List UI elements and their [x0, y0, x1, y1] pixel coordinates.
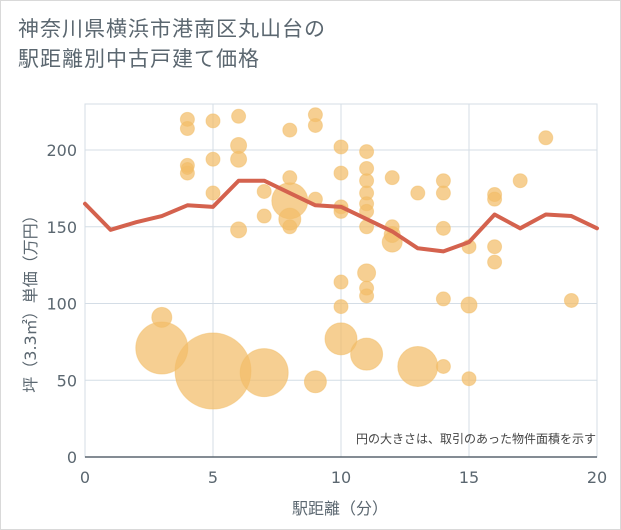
bubble-point [333, 299, 349, 315]
chart-title: 神奈川県横浜市港南区丸山台の 駅距離別中古戸建て価格 [18, 14, 326, 74]
bubble-point [179, 121, 195, 137]
bubble-point [239, 348, 289, 398]
x-tick-label: 15 [459, 468, 479, 487]
bubble-point [487, 239, 503, 255]
bubble-point [205, 151, 221, 167]
bubble-point [397, 345, 439, 387]
bubble-point [333, 139, 349, 155]
chart-title-line1: 神奈川県横浜市港南区丸山台の [18, 17, 326, 41]
bubble-point [333, 274, 349, 290]
bubble-point [230, 221, 248, 239]
y-tick-label: 50 [57, 371, 77, 390]
bubble-point [410, 185, 426, 201]
bubble-point [180, 161, 194, 175]
bubble-point [359, 144, 375, 160]
bubble-point [231, 108, 247, 124]
bubble-point [151, 306, 173, 328]
bubble-point [487, 254, 503, 270]
bubble-point [205, 113, 221, 129]
bubble-point [135, 321, 189, 375]
bubble-point [256, 183, 272, 199]
y-axis-title: 坪（3.3㎡）単価（万円） [21, 207, 40, 392]
line-series [83, 178, 599, 254]
chart-title-line2: 駅距離別中古戸建て価格 [18, 47, 260, 71]
bubble-point [359, 288, 375, 304]
bubble-point [384, 170, 400, 186]
y-tick-label: 100 [46, 295, 77, 314]
bubble-point [333, 165, 349, 181]
bubble-point [282, 219, 298, 235]
bubble-point [303, 370, 327, 394]
x-tick-label: 20 [587, 468, 607, 487]
bubble-point [256, 208, 272, 224]
x-tick-label: 10 [331, 468, 351, 487]
bubble-point [357, 263, 377, 283]
bubble-point [487, 191, 503, 207]
bubble-point [538, 130, 554, 146]
x-tick-label: 5 [208, 468, 218, 487]
bubble-point [435, 185, 451, 201]
y-tick-label: 0 [67, 448, 77, 467]
bubble-point [230, 150, 248, 168]
bubble-point [460, 296, 478, 314]
bubble-point [563, 292, 579, 308]
bubble-point [435, 220, 451, 236]
bubble-point [461, 371, 477, 387]
bubble-point [282, 122, 298, 138]
y-tick-label: 150 [46, 218, 77, 237]
bubble-point [512, 173, 528, 189]
bubble-point [435, 291, 451, 307]
y-tick-label: 200 [46, 141, 77, 160]
bubble-point [435, 358, 451, 374]
x-axis-title: 駅距離（分） [292, 499, 388, 518]
average-price-line [83, 178, 599, 254]
bubble-point [205, 185, 221, 201]
bubble-point [324, 322, 358, 356]
bubble-size-note: 円の大きさは、取引のあった物件面積を示す [356, 431, 596, 446]
bubble-point [307, 117, 323, 133]
bubble-point [350, 337, 384, 371]
bubble-series [135, 107, 579, 410]
x-tick-label: 0 [80, 468, 90, 487]
bubble-point [282, 170, 298, 186]
